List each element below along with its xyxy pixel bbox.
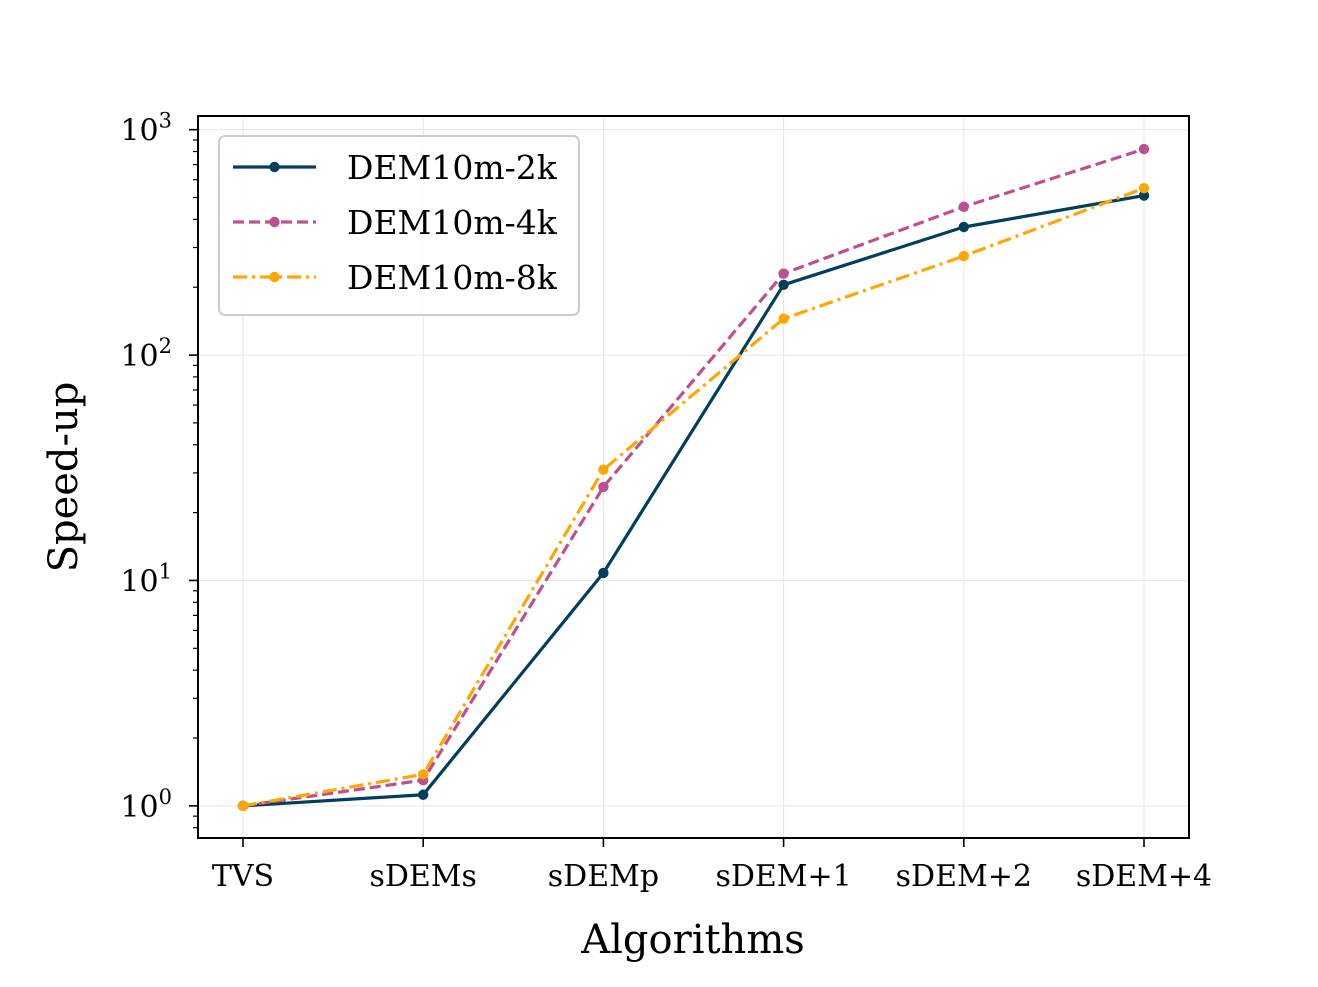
x-tick-label: sDEM+4	[1076, 859, 1212, 894]
data-point	[778, 268, 789, 279]
data-point	[237, 800, 249, 812]
legend-box	[218, 135, 580, 316]
legend-label: DEM10m-4k	[347, 203, 558, 242]
data-point	[778, 313, 789, 324]
data-point	[958, 221, 969, 233]
data-point	[598, 481, 609, 493]
x-tick-label: sDEM+2	[896, 859, 1032, 894]
legend: DEM10m-2k DEM10m-4k DEM10m-8k	[218, 135, 580, 316]
x-tick-label: TVS	[212, 859, 274, 894]
data-point	[598, 567, 609, 579]
data-point	[958, 201, 969, 212]
data-point	[1138, 182, 1150, 194]
series-line-dem10m-4k	[242, 147, 1145, 808]
y-tick-label: 100	[120, 785, 172, 825]
legend-marker	[269, 216, 280, 228]
x-axis-label: Algorithms	[580, 917, 805, 963]
data-point	[1138, 143, 1150, 155]
legend-marker	[269, 271, 280, 283]
data-point	[598, 464, 609, 475]
legend-label: DEM10m-2k	[347, 148, 558, 187]
y-tick-label: 103	[120, 109, 172, 149]
series-group	[237, 143, 1150, 812]
data-point	[778, 279, 789, 291]
legend-marker	[269, 161, 280, 173]
y-axis-label: Speed-up	[41, 382, 87, 573]
x-tick-label: sDEMs	[369, 859, 476, 894]
data-point	[418, 769, 429, 780]
y-tick-label: 101	[120, 559, 172, 599]
data-point	[418, 789, 429, 800]
series-line-dem10m-2k	[242, 194, 1145, 808]
x-tick-label: sDEM+1	[715, 859, 851, 894]
data-point	[958, 250, 969, 262]
x-tick-label: sDEMp	[548, 859, 659, 894]
data-point	[1138, 190, 1150, 201]
x-axis-ticks: TVS sDEMs sDEMp sDEM+1 sDEM+2 sDEM+4	[212, 838, 1212, 894]
y-axis-ticks: 100 101 102 103	[120, 109, 198, 825]
legend-label: DEM10m-8k	[347, 258, 558, 297]
y-tick-label: 102	[120, 334, 172, 374]
plot-frame	[197, 115, 1190, 839]
series-line-dem10m-8k	[242, 186, 1145, 808]
